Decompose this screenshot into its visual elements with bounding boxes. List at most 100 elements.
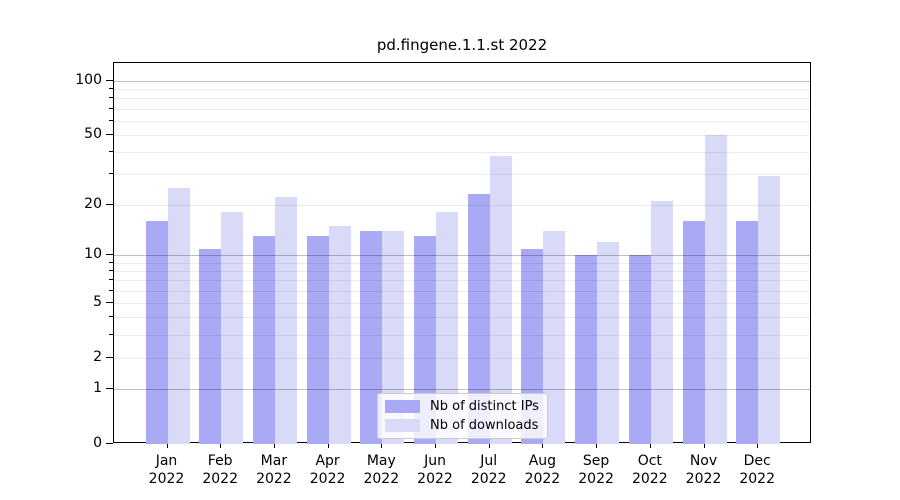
minor-gridline-8 <box>114 271 810 273</box>
x-tick-sep <box>596 443 598 448</box>
bar-nb-of-distinct-ips-nov-2022 <box>682 221 705 444</box>
y-minor-tick-70 <box>109 107 113 109</box>
y-tick-label-5: 5 <box>93 294 102 311</box>
bar-nb-of-downloads-mar-2022 <box>274 197 297 444</box>
x-tick-label-jan: Jan 2022 <box>148 453 185 487</box>
legend-label-distinct-ips: Nb of distinct IPs <box>430 399 539 414</box>
bar-nb-of-distinct-ips-jan-2022 <box>145 221 168 444</box>
y-tick-label-100: 100 <box>75 72 102 89</box>
bar-nb-of-downloads-jun-2022 <box>436 212 458 444</box>
minor-gridline-4 <box>114 317 810 319</box>
y-minor-tick-60 <box>109 119 113 121</box>
bar-nb-of-downloads-nov-2022 <box>704 134 727 444</box>
x-tick-nov <box>703 443 705 448</box>
minor-gridline-90 <box>114 89 810 91</box>
x-tick-label-nov: Nov 2022 <box>685 453 722 487</box>
major-gridline-1 <box>114 389 810 391</box>
legend-swatch-distinct-ips <box>385 400 420 413</box>
bar-nb-of-distinct-ips-mar-2022 <box>252 236 275 444</box>
x-tick-label-dec: Dec 2022 <box>739 453 775 487</box>
y-minor-tick-90 <box>109 88 113 90</box>
minor-gridline-5 <box>114 303 810 305</box>
y-minor-tick-4 <box>109 316 113 318</box>
bar-nb-of-downloads-dec-2022 <box>758 176 781 444</box>
plot-area <box>113 62 811 444</box>
bar-nb-of-downloads-sep-2022 <box>597 242 620 444</box>
y-tick-label-20: 20 <box>84 195 102 212</box>
minor-gridline-9 <box>114 262 810 264</box>
bar-nb-of-distinct-ips-jun-2022 <box>414 236 436 444</box>
x-tick-label-feb: Feb 2022 <box>202 453 238 487</box>
bar-nb-of-distinct-ips-may-2022 <box>360 231 383 444</box>
y-tick-label-10: 10 <box>84 246 102 263</box>
bar-nb-of-distinct-ips-feb-2022 <box>199 248 222 444</box>
x-tick-jun <box>435 443 436 448</box>
minor-gridline-2 <box>114 357 810 359</box>
x-tick-mar <box>273 443 275 448</box>
minor-gridline-80 <box>114 98 810 100</box>
bar-nb-of-distinct-ips-oct-2022 <box>628 255 651 444</box>
bar-nb-of-distinct-ips-jul-2022 <box>467 194 490 444</box>
bar-nb-of-downloads-jan-2022 <box>167 187 190 444</box>
y-minor-tick-9 <box>109 261 113 263</box>
x-tick-label-may: May 2022 <box>363 453 400 487</box>
bar-nb-of-distinct-ips-dec-2022 <box>736 221 759 444</box>
y-tick-label-1: 1 <box>93 380 102 397</box>
x-tick-apr <box>327 443 329 448</box>
minor-gridline-30 <box>114 173 810 175</box>
x-tick-label-aug: Aug 2022 <box>524 453 561 487</box>
major-gridline-100 <box>114 81 810 83</box>
legend: Nb of distinct IPs Nb of downloads <box>377 393 548 439</box>
x-tick-label-jul: Jul 2022 <box>470 453 507 487</box>
y-tick-0 <box>106 443 113 444</box>
bar-nb-of-downloads-may-2022 <box>382 231 405 444</box>
x-tick-feb <box>220 443 222 448</box>
y-tick-100 <box>106 80 113 82</box>
x-tick-oct <box>649 443 651 448</box>
x-tick-label-apr: Apr 2022 <box>309 453 346 487</box>
y-minor-tick-5 <box>109 302 113 304</box>
major-gridline-10 <box>114 255 810 257</box>
bar-nb-of-downloads-feb-2022 <box>221 212 244 444</box>
y-minor-tick-3 <box>109 333 113 335</box>
bar-nb-of-downloads-oct-2022 <box>650 200 673 444</box>
x-tick-label-sep: Sep 2022 <box>578 453 614 487</box>
y-minor-tick-7 <box>109 279 113 281</box>
minor-gridline-70 <box>114 108 810 110</box>
bar-nb-of-downloads-jul-2022 <box>489 155 512 444</box>
y-minor-tick-50 <box>109 133 113 135</box>
x-tick-jan <box>166 443 168 448</box>
x-tick-aug <box>542 443 544 448</box>
y-tick-label-2: 2 <box>93 348 102 365</box>
chart-title: pd.fingene.1.1.st 2022 <box>376 36 548 54</box>
legend-swatch-downloads <box>385 419 420 432</box>
bar-nb-of-distinct-ips-apr-2022 <box>306 236 329 444</box>
legend-item-distinct-ips: Nb of distinct IPs <box>385 399 539 414</box>
y-minor-tick-2 <box>109 356 113 358</box>
y-minor-tick-8 <box>109 270 113 272</box>
y-minor-tick-30 <box>109 172 113 174</box>
y-tick-1 <box>106 388 113 390</box>
x-tick-label-jun: Jun 2022 <box>417 453 453 487</box>
y-minor-tick-6 <box>109 289 113 291</box>
legend-label-downloads: Nb of downloads <box>430 418 539 433</box>
x-tick-label-oct: Oct 2022 <box>631 453 668 487</box>
x-tick-jul <box>488 443 490 448</box>
minor-gridline-40 <box>114 151 810 153</box>
x-tick-dec <box>757 443 759 448</box>
minor-gridline-50 <box>114 134 810 136</box>
minor-gridline-3 <box>114 334 810 336</box>
minor-gridline-60 <box>114 120 810 122</box>
y-tick-10 <box>106 254 113 256</box>
y-minor-tick-40 <box>109 150 113 152</box>
bar-nb-of-distinct-ips-sep-2022 <box>575 255 598 444</box>
minor-gridline-20 <box>114 204 810 206</box>
y-minor-tick-80 <box>109 97 113 99</box>
x-tick-label-mar: Mar 2022 <box>256 453 292 487</box>
y-tick-label-50: 50 <box>84 125 102 142</box>
y-tick-label-0: 0 <box>93 435 102 451</box>
x-tick-may <box>381 443 383 448</box>
legend-item-downloads: Nb of downloads <box>385 418 539 433</box>
minor-gridline-6 <box>114 290 810 292</box>
